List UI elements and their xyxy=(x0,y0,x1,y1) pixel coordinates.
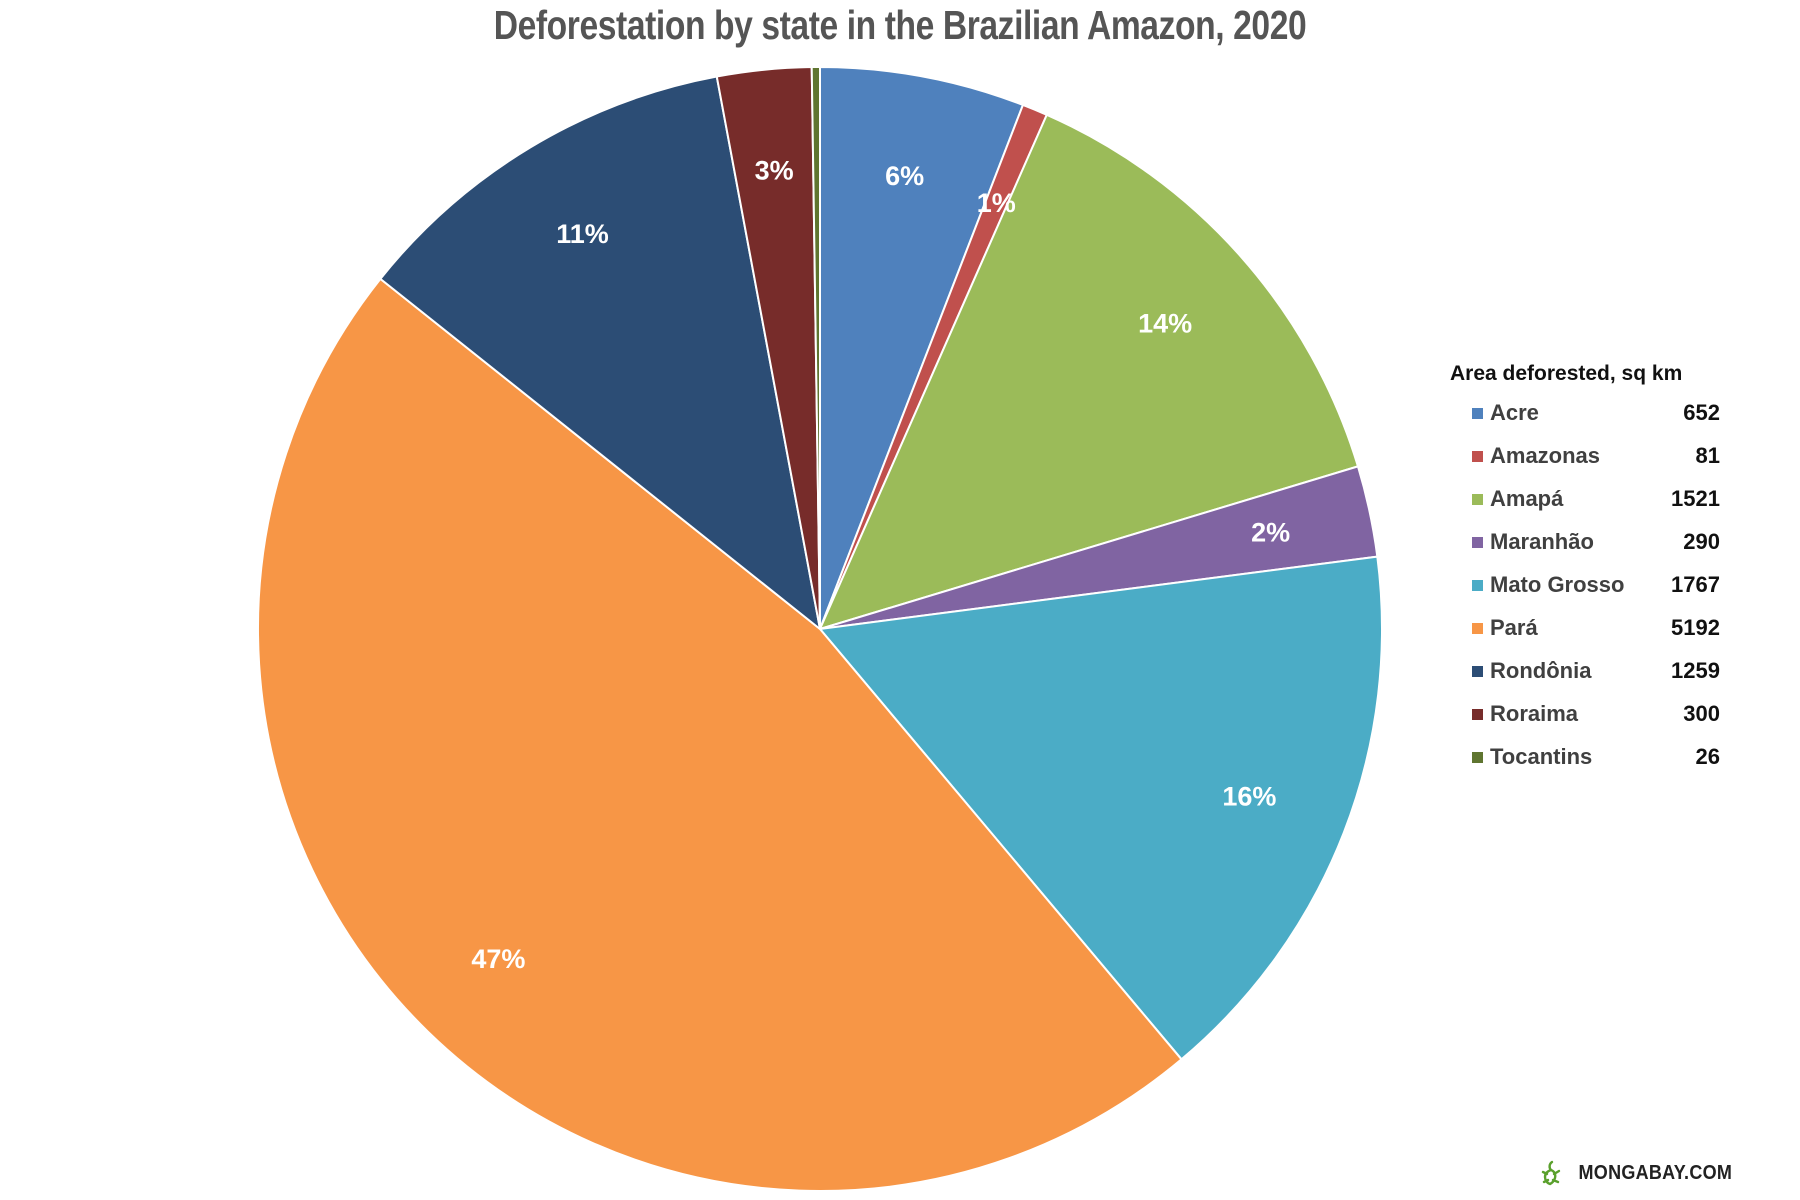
legend-value: 1521 xyxy=(1671,486,1720,511)
pie-slice-labels: 6% 1% 14% 2% 16% 47% 11% 3% xyxy=(471,155,1290,974)
legend-item-amapa: Amapá 1521 xyxy=(1450,486,1720,529)
data-label-acre: 6% xyxy=(885,161,924,191)
legend-swatch xyxy=(1472,623,1483,634)
legend-swatch xyxy=(1472,580,1483,591)
legend-item-roraima: Roraima 300 xyxy=(1450,701,1720,744)
legend-value: 652 xyxy=(1683,400,1720,425)
legend-label: Pará xyxy=(1490,615,1538,640)
legend-value: 26 xyxy=(1695,744,1720,769)
legend-item-tocantins: Tocantins 26 xyxy=(1450,744,1720,787)
data-label-amapa: 14% xyxy=(1138,309,1192,339)
legend-item-maranhao: Maranhão 290 xyxy=(1450,529,1720,572)
legend-label: Amapá xyxy=(1490,486,1564,511)
legend-value: 5192 xyxy=(1671,615,1720,640)
legend-swatch xyxy=(1472,408,1483,419)
legend-swatch xyxy=(1472,709,1483,720)
legend-label: Tocantins xyxy=(1490,744,1593,769)
legend-item-acre: Acre 652 xyxy=(1450,400,1720,443)
legend-title: Area deforested, sq km xyxy=(1450,362,1683,385)
watermark: MONGABAY.COM xyxy=(1540,1160,1741,1186)
pie-slice-mato-grosso xyxy=(818,555,1383,1061)
legend-item-mato-grosso: Mato Grosso 1767 xyxy=(1450,572,1720,615)
data-label-amazonas: 1% xyxy=(977,188,1016,218)
legend: Area deforested, sq km Acre 652 Amazonas 81… xyxy=(1450,362,1720,787)
data-label-roraima: 3% xyxy=(755,155,794,185)
legend-item-rondonia: Rondônia 1259 xyxy=(1450,658,1720,701)
gecko-icon xyxy=(1541,1160,1561,1186)
legend-value: 290 xyxy=(1683,529,1720,554)
pie-slice-tocantins xyxy=(810,65,821,630)
legend-label: Roraima xyxy=(1490,701,1579,726)
legend-value: 300 xyxy=(1683,701,1720,726)
data-label-mato-grosso: 16% xyxy=(1222,781,1276,811)
legend-item-para: Pará 5192 xyxy=(1450,615,1720,658)
chart-title: Deforestation by state in the Brazilian … xyxy=(493,2,1307,48)
watermark-text: MONGABAY.COM xyxy=(1578,1161,1733,1184)
data-label-para: 47% xyxy=(471,944,525,974)
legend-label: Mato Grosso xyxy=(1490,572,1625,597)
legend-swatch xyxy=(1472,537,1483,548)
legend-item-amazonas: Amazonas 81 xyxy=(1450,443,1720,486)
legend-label: Maranhão xyxy=(1490,529,1594,554)
pie-slice-acre xyxy=(819,65,1025,630)
pie-slice-para xyxy=(257,277,1183,1192)
legend-label: Rondônia xyxy=(1490,658,1592,683)
legend-swatch xyxy=(1472,752,1483,763)
data-label-maranhao: 2% xyxy=(1251,517,1290,547)
pie-slices xyxy=(257,65,1383,1192)
data-label-rondonia: 11% xyxy=(556,219,609,249)
legend-value: 1259 xyxy=(1671,658,1720,683)
legend-value: 81 xyxy=(1695,443,1720,468)
pie-slice-amapa xyxy=(818,113,1360,631)
legend-rows: Acre 652 Amazonas 81 Amapá 1521 Maranhão 290 Mat… xyxy=(1450,400,1720,787)
legend-swatch xyxy=(1472,451,1483,462)
legend-label: Amazonas xyxy=(1490,443,1601,468)
legend-value: 1767 xyxy=(1671,572,1720,597)
legend-label: Acre xyxy=(1490,400,1539,425)
pie-slice-rondonia xyxy=(379,75,822,632)
legend-swatch xyxy=(1472,666,1483,677)
legend-swatch xyxy=(1472,494,1483,505)
